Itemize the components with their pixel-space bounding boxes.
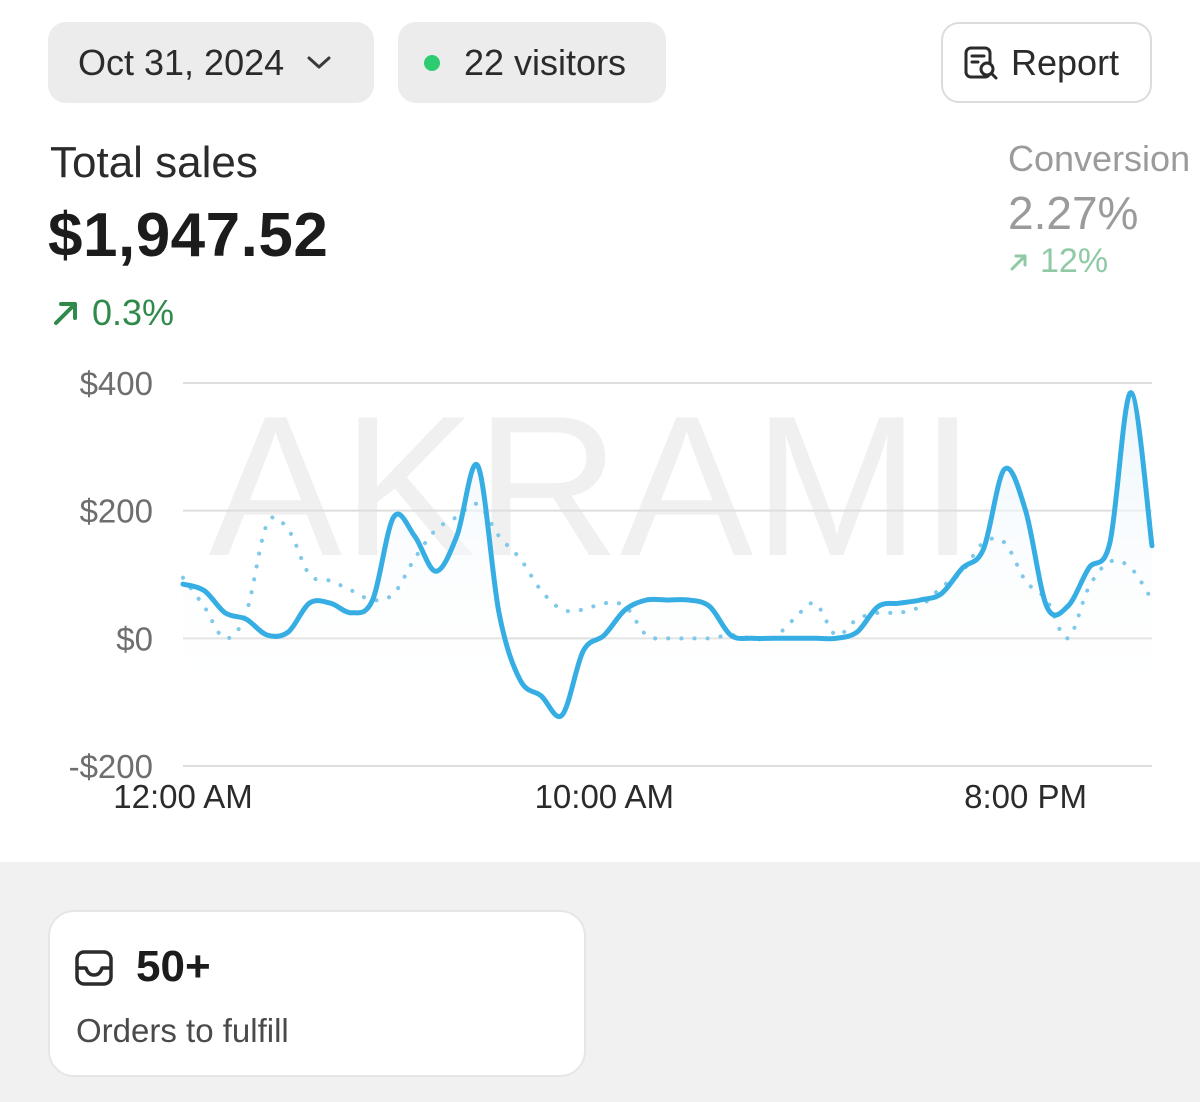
sales-line-comparison [181, 501, 1154, 642]
visitors-label: 22 visitors [464, 41, 627, 83]
y-tick-label: $0 [116, 620, 153, 657]
total-sales-value: $1,947.52 [48, 201, 329, 270]
report-search-icon [963, 45, 999, 81]
report-label: Report [1011, 41, 1120, 83]
inbox-icon [74, 948, 114, 993]
y-tick-label: -$200 [69, 748, 153, 785]
conversion-change-value: 12% [1040, 242, 1109, 280]
sales-chart: AKRAMI $400 $200 $0 -$200 12:00 AM 10:00 AM 8… [69, 365, 1155, 815]
x-tick-label: 10:00 AM [535, 778, 674, 815]
conversion-change: 12% [1008, 242, 1108, 281]
date-picker-button[interactable]: Oct 31, 2024 [48, 22, 374, 103]
sales-line-current [180, 390, 1155, 719]
date-label: Oct 31, 2024 [78, 41, 285, 83]
series-area [183, 392, 1152, 717]
watermark-text: AKRAMI [209, 375, 976, 598]
total-sales-change-value: 0.3% [92, 292, 175, 333]
y-axis-labels: $400 $200 $0 -$200 [69, 365, 153, 785]
total-sales-change: 0.3% [50, 292, 174, 334]
y-tick-label: $200 [80, 493, 153, 530]
x-tick-label: 8:00 PM [964, 778, 1087, 815]
orders-to-fulfill-card[interactable]: 50+ Orders to fulfill [48, 910, 586, 1077]
chart-series [180, 390, 1155, 719]
orders-label: Orders to fulfill [76, 1012, 289, 1049]
live-status-dot [424, 54, 440, 71]
arrow-up-right-icon [1008, 251, 1030, 273]
report-button[interactable]: Report [941, 22, 1152, 103]
arrow-up-right-icon [50, 297, 82, 329]
conversion-value: 2.27% [1008, 187, 1139, 239]
orders-count: 50+ [136, 942, 211, 991]
chart-area [183, 392, 1152, 717]
live-visitors-button[interactable]: 22 visitors [398, 22, 666, 103]
total-sales-label: Total sales [50, 138, 258, 187]
conversion-label: Conversion [1008, 138, 1191, 179]
y-tick-label: $400 [80, 365, 153, 402]
x-tick-label: 12:00 AM [113, 778, 252, 815]
chevron-down-icon [306, 55, 332, 71]
x-axis-labels: 12:00 AM 10:00 AM 8:00 PM [113, 778, 1087, 815]
